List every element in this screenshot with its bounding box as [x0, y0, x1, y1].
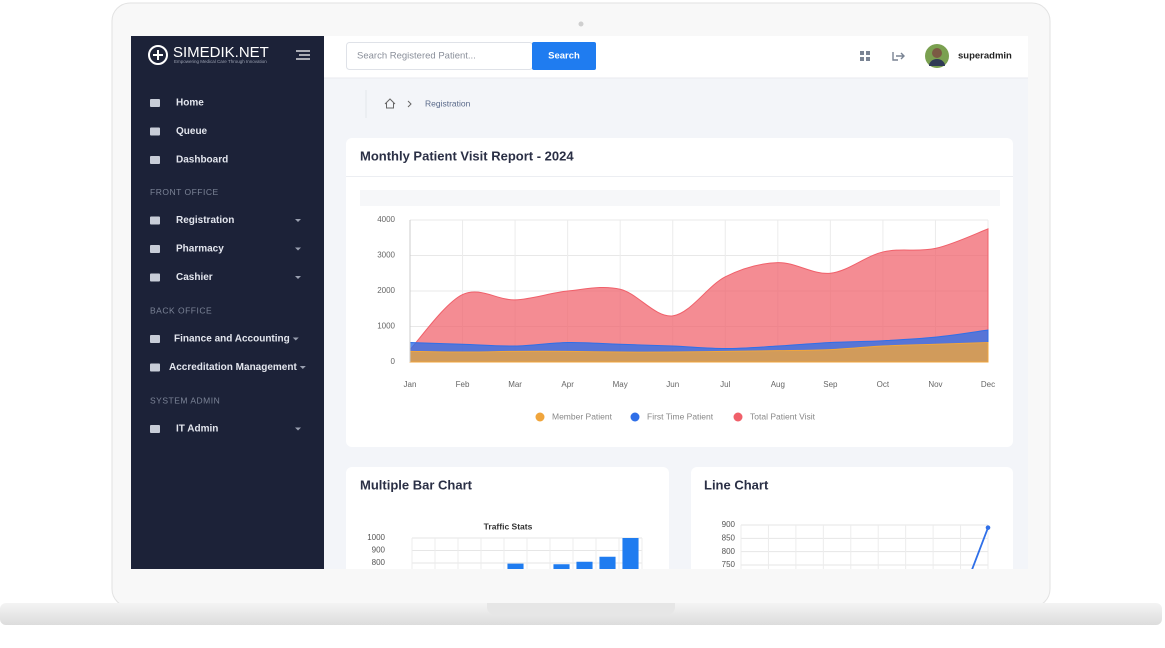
x-tick-label: Feb [456, 380, 470, 389]
y-tick-label: 800 [372, 558, 386, 567]
point [985, 525, 991, 530]
menu-item[interactable]: Finance and Accounting [174, 334, 290, 345]
brand: SIMEDIK.NET [173, 44, 269, 61]
x-tick-label: Dec [981, 380, 995, 389]
caret [295, 247, 301, 251]
x-tick-label: Jun [666, 380, 679, 389]
legend-marker [630, 412, 640, 422]
caret [299, 366, 306, 369]
user-name[interactable]: superadmin [958, 51, 1012, 62]
card [691, 467, 1013, 569]
menu-icon [150, 335, 160, 343]
x-tick-label: Nov [928, 380, 942, 389]
bar [553, 564, 570, 569]
legend-marker [733, 412, 743, 422]
search-placeholder: Search Registered Patient... [357, 51, 476, 62]
menu-toggle[interactable] [296, 50, 310, 60]
x-tick-label: Sep [823, 380, 838, 389]
caret [295, 427, 301, 431]
area [409, 228, 989, 363]
caret [295, 219, 301, 222]
x-tick-label: Jul [720, 380, 730, 389]
section-title: SYSTEM ADMIN [150, 395, 220, 405]
caret [292, 337, 299, 341]
chart-toolbar [360, 190, 1000, 206]
home-icon[interactable] [384, 98, 396, 109]
menu-icon [150, 216, 160, 225]
y-tick-label: 1000 [367, 533, 385, 542]
y-tick-label: 750 [722, 560, 736, 569]
x-tick-label: Aug [771, 380, 785, 389]
x-tick-label: May [613, 380, 628, 389]
x-tick-label: Apr [561, 380, 574, 389]
menu-icon [150, 273, 160, 282]
legend-marker [535, 412, 545, 422]
menu-icon [150, 363, 160, 372]
menu-icon [150, 156, 160, 164]
card [346, 138, 1013, 447]
section-title: FRONT OFFICE [150, 187, 219, 197]
y-tick-label: 4000 [377, 215, 395, 224]
menu-icon [150, 99, 160, 107]
y-tick-label: 1000 [377, 322, 395, 331]
legend-label[interactable]: Total Patient Visit [750, 411, 816, 421]
y-tick-label: 0 [391, 357, 396, 366]
menu-icon [150, 425, 160, 433]
legend-label[interactable]: First Time Patient [647, 411, 714, 421]
chart-title: Traffic Stats [484, 521, 533, 531]
menu-item[interactable]: Dashboard [176, 155, 228, 166]
caret [295, 276, 301, 279]
menu-item[interactable]: IT Admin [176, 424, 218, 435]
y-tick-label: 850 [722, 533, 736, 542]
camera [578, 21, 584, 27]
logout-icon[interactable] [892, 52, 905, 61]
card-title: Multiple Bar Chart [360, 477, 473, 492]
screen: SIMEDIK.NET Empowering Medical Care Thro… [131, 36, 1028, 569]
card [346, 467, 669, 569]
x-tick-label: Oct [877, 380, 890, 389]
y-tick-label: 800 [722, 547, 736, 556]
menu-item[interactable]: Cashier [176, 272, 213, 283]
logo-plus [153, 50, 163, 60]
bar [599, 556, 616, 569]
notch [487, 603, 675, 615]
search-button-label: Search [548, 51, 580, 62]
logo-icon [148, 45, 168, 65]
menu-item[interactable]: Pharmacy [176, 244, 224, 255]
menu-icon [150, 127, 160, 136]
bar [576, 561, 593, 569]
search-button[interactable] [532, 42, 596, 70]
menu-item[interactable]: Queue [176, 126, 208, 137]
menu-item[interactable]: Home [176, 98, 204, 109]
sidebar [131, 36, 324, 569]
menu-item[interactable]: Registration [176, 215, 234, 226]
y-tick-label: 2000 [377, 286, 395, 295]
y-tick-label: 900 [372, 546, 386, 555]
apps-icon[interactable] [860, 51, 870, 61]
breadcrumb-separator [407, 100, 412, 108]
bar [622, 538, 639, 569]
avatar-body [929, 59, 945, 66]
y-tick-label: 3000 [377, 251, 395, 260]
card-title: Monthly Patient Visit Report - 2024 [360, 148, 574, 163]
x-tick-label: Mar [508, 380, 522, 389]
menu-icon [150, 245, 160, 253]
y-tick-label: 900 [722, 520, 736, 529]
menu-item[interactable]: Accreditation Management [169, 362, 297, 373]
legend-label[interactable]: Member Patient [552, 411, 613, 421]
area [409, 341, 989, 363]
section-title: BACK OFFICE [150, 305, 212, 315]
card-title: Line Chart [704, 477, 769, 492]
tagline: Empowering Medical Care Through Innovati… [174, 59, 267, 64]
x-tick-label: Jan [404, 380, 417, 389]
breadcrumb[interactable]: Registration [425, 98, 471, 108]
avatar-face [932, 48, 942, 58]
bar [507, 563, 524, 569]
